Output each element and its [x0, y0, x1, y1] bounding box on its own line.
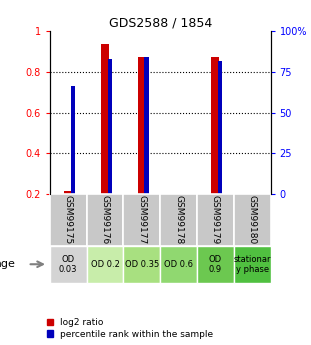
Text: OD 0.35: OD 0.35	[125, 260, 159, 269]
Text: OD
0.9: OD 0.9	[209, 255, 222, 274]
Bar	[160, 194, 197, 246]
Bar	[138, 57, 146, 194]
Bar	[144, 57, 149, 194]
Bar	[50, 246, 86, 283]
Text: stationar
y phase: stationar y phase	[234, 255, 271, 274]
Bar	[123, 194, 160, 246]
Bar	[197, 194, 234, 246]
Bar	[86, 194, 123, 246]
Bar	[101, 44, 109, 194]
Text: GSM99175: GSM99175	[64, 195, 73, 245]
Bar	[50, 194, 86, 246]
Text: GSM99180: GSM99180	[248, 195, 257, 245]
Legend: log2 ratio, percentile rank within the sample: log2 ratio, percentile rank within the s…	[45, 316, 215, 341]
Text: age: age	[0, 259, 15, 269]
Bar	[234, 194, 271, 246]
Bar	[108, 59, 112, 194]
Bar	[64, 191, 72, 194]
Text: OD
0.03: OD 0.03	[59, 255, 77, 274]
Text: OD 0.2: OD 0.2	[91, 260, 119, 269]
Text: GSM99177: GSM99177	[137, 195, 146, 245]
Text: OD 0.6: OD 0.6	[164, 260, 193, 269]
Bar	[211, 57, 220, 194]
Bar	[218, 61, 222, 194]
Text: GSM99179: GSM99179	[211, 195, 220, 245]
Bar	[234, 246, 271, 283]
Bar	[123, 246, 160, 283]
Title: GDS2588 / 1854: GDS2588 / 1854	[109, 17, 212, 30]
Bar	[71, 86, 75, 194]
Text: GSM99178: GSM99178	[174, 195, 183, 245]
Bar	[160, 246, 197, 283]
Bar	[197, 246, 234, 283]
Bar	[86, 246, 123, 283]
Text: GSM99176: GSM99176	[100, 195, 109, 245]
